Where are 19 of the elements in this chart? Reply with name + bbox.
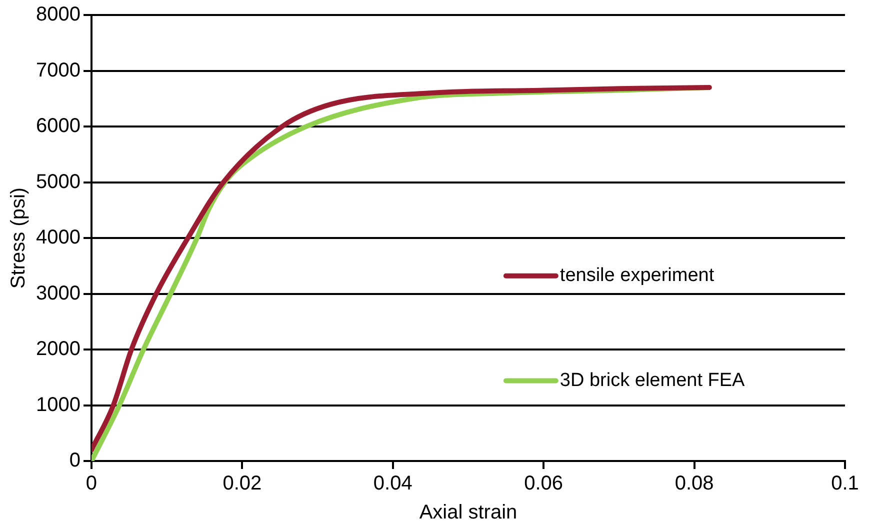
y-axis-title: Stress (psi)	[8, 187, 30, 289]
y-tick-label: 5000	[36, 170, 80, 193]
x-tick-label: 0.06	[524, 472, 564, 495]
y-tick-label: 0	[69, 450, 80, 472]
x-tick-label: 0.08	[674, 472, 714, 495]
x-axis-title: Axial strain	[419, 502, 518, 524]
y-tick-label: 8000	[36, 4, 80, 26]
x-tick-label: 0.1	[831, 472, 859, 495]
y-tick-label: 1000	[36, 394, 80, 416]
y-tick-label: 6000	[36, 115, 80, 138]
x-tick-label: 0	[86, 472, 98, 495]
x-tick-label: 0.02	[222, 472, 262, 495]
x-tick-label: 0.04	[373, 472, 412, 495]
y-tick-label: 2000	[36, 338, 80, 360]
y-tick-label: 7000	[36, 59, 80, 82]
legend-label: tensile experiment	[560, 265, 715, 286]
y-tick-label: 3000	[36, 282, 80, 304]
legend-label: 3D brick element FEA	[560, 370, 746, 391]
y-tick-label: 4000	[36, 226, 80, 249]
